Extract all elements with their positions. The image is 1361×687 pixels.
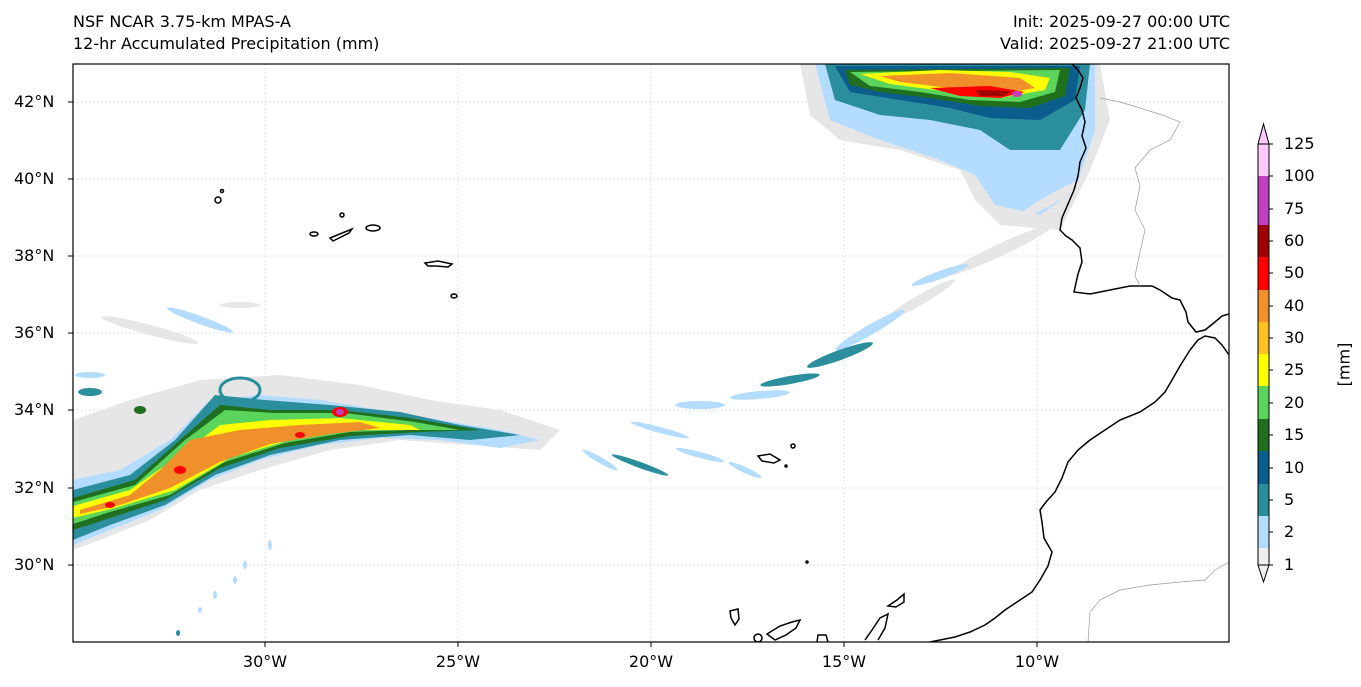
azores-islands [214,188,458,299]
field-title: 12-hr Accumulated Precipitation (mm) [73,34,380,53]
colorbar-label-25: 25 [1284,360,1305,379]
precip-iberia-system [800,64,1110,230]
portugal-spain-border [1099,97,1181,287]
precip-streaks [582,179,1085,479]
colorbar-label-5: 5 [1284,490,1295,509]
lon-label-15w: 15°W [821,652,867,671]
lon-label-10w: 10°W [1014,652,1060,671]
lat-label-38: 38°N [14,246,55,265]
colorbar-label-60: 60 [1284,231,1305,250]
colorbar-label-20: 20 [1284,393,1305,412]
atlantic-islands [729,443,905,642]
iberia-coastline [1059,64,1229,333]
colorbar [1257,122,1273,584]
lat-label-42: 42°N [14,92,55,111]
precip-western-band [73,302,560,550]
colorbar-label-10: 10 [1284,458,1305,477]
colorbar-label-2: 2 [1284,522,1295,541]
model-title: NSF NCAR 3.75-km MPAS-A [73,12,291,31]
lat-label-32: 32°N [14,478,55,497]
axis-ticks [68,101,1038,647]
lon-label-20w: 20°W [628,652,674,671]
lat-label-30: 30°N [14,555,55,574]
colorbar-label-15: 15 [1284,425,1305,444]
colorbar-label-1: 1 [1284,555,1295,574]
colorbar-label-30: 30 [1284,328,1305,347]
colorbar-label-40: 40 [1284,296,1305,315]
africa-border [1087,561,1229,642]
colorbar-label-50: 50 [1284,263,1305,282]
time-info-block: Init: 2025-09-27 00:00 UTC Valid: 2025-0… [1000,11,1230,55]
lat-label-36: 36°N [14,323,55,342]
colorbar-label-100: 100 [1284,166,1315,185]
colorbar-label-75: 75 [1284,199,1305,218]
colorbar-label-125: 125 [1284,134,1315,153]
init-time: Init: 2025-09-27 00:00 UTC [1012,12,1230,31]
precip-scatter-south [176,540,272,636]
lat-label-40: 40°N [14,169,55,188]
lon-label-30w: 30°W [242,652,288,671]
colorbar-units: [mm] [1334,342,1354,387]
lon-label-25w: 25°W [435,652,481,671]
valid-time: Valid: 2025-09-27 21:00 UTC [999,34,1230,53]
chart-title-block: NSF NCAR 3.75-km MPAS-A 12-hr Accumulate… [73,11,379,55]
lat-label-34: 34°N [14,400,55,419]
africa-coastline [929,335,1229,642]
